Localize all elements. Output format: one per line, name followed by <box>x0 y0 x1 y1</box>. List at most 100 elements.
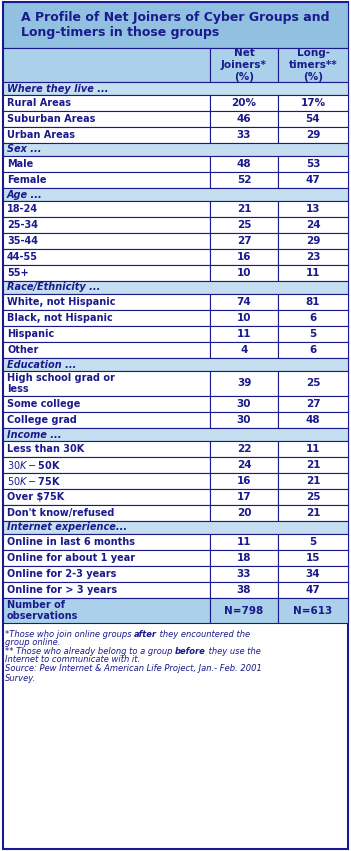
Text: 16: 16 <box>237 476 251 486</box>
Text: Hispanic: Hispanic <box>7 329 54 339</box>
Text: 74: 74 <box>237 297 251 307</box>
Text: 33: 33 <box>237 130 251 140</box>
Bar <box>210 457 278 473</box>
Bar <box>3 265 210 281</box>
Bar <box>3 566 210 582</box>
Text: 48: 48 <box>237 159 251 169</box>
Bar <box>278 473 348 489</box>
Text: 15: 15 <box>306 553 320 563</box>
Text: ** Those who already belong to a group: ** Those who already belong to a group <box>5 647 175 656</box>
Bar <box>210 489 278 505</box>
Bar <box>3 342 210 358</box>
Text: 25-34: 25-34 <box>7 220 38 230</box>
Text: 18: 18 <box>237 553 251 563</box>
Bar <box>3 95 210 111</box>
Bar <box>278 48 348 82</box>
Text: N=613: N=613 <box>293 606 333 615</box>
Bar <box>210 48 278 82</box>
Text: Source: Pew Internet & American Life Project, Jan.- Feb. 2001
Survey.: Source: Pew Internet & American Life Pro… <box>5 664 262 683</box>
Bar <box>278 156 348 172</box>
Text: 6: 6 <box>309 345 317 355</box>
Bar <box>278 249 348 265</box>
Text: 21: 21 <box>237 204 251 214</box>
Bar <box>3 582 210 598</box>
Bar <box>3 217 210 233</box>
Text: 22: 22 <box>237 444 251 454</box>
Text: 30: 30 <box>237 399 251 409</box>
Text: 44-55: 44-55 <box>7 252 38 262</box>
Bar <box>210 582 278 598</box>
Bar <box>3 127 210 143</box>
Bar <box>278 172 348 188</box>
Text: Income ...: Income ... <box>7 430 61 439</box>
Bar <box>3 82 348 95</box>
Bar <box>3 294 210 310</box>
Bar <box>278 310 348 326</box>
Bar <box>3 111 210 127</box>
Bar <box>3 489 210 505</box>
Text: 24: 24 <box>306 220 320 230</box>
Bar <box>210 249 278 265</box>
Text: 5: 5 <box>309 537 317 547</box>
Bar <box>210 172 278 188</box>
Text: 29: 29 <box>306 236 320 246</box>
Bar <box>278 412 348 428</box>
Text: 21: 21 <box>306 476 320 486</box>
Text: Sex ...: Sex ... <box>7 145 41 155</box>
Text: 34: 34 <box>306 569 320 579</box>
Text: 81: 81 <box>306 297 320 307</box>
Text: 27: 27 <box>306 399 320 409</box>
Text: N=798: N=798 <box>224 606 264 615</box>
Bar <box>278 441 348 457</box>
Text: group online.: group online. <box>5 638 60 647</box>
Bar <box>210 217 278 233</box>
Text: *Those who join online groups: *Those who join online groups <box>5 630 134 639</box>
Bar <box>278 265 348 281</box>
Bar <box>278 582 348 598</box>
Text: Long-
timers**
(%): Long- timers** (%) <box>289 49 337 82</box>
Text: before: before <box>175 647 206 656</box>
Bar <box>210 233 278 249</box>
Text: 38: 38 <box>237 585 251 595</box>
Bar <box>210 201 278 217</box>
Text: 47: 47 <box>306 585 320 595</box>
Bar <box>3 371 210 396</box>
Bar <box>278 566 348 582</box>
Text: 5: 5 <box>309 329 317 339</box>
Text: 6: 6 <box>309 313 317 323</box>
Bar <box>278 457 348 473</box>
Bar <box>3 473 210 489</box>
Bar <box>3 550 210 566</box>
Text: Some college: Some college <box>7 399 80 409</box>
Bar <box>3 428 348 441</box>
Bar <box>210 534 278 550</box>
Text: 25: 25 <box>306 492 320 502</box>
Text: 53: 53 <box>306 159 320 169</box>
Text: Suburban Areas: Suburban Areas <box>7 114 95 124</box>
Bar <box>3 281 348 294</box>
Bar <box>210 127 278 143</box>
Bar <box>3 172 210 188</box>
Text: Less than 30K: Less than 30K <box>7 444 84 454</box>
Text: Net
Joiners*
(%): Net Joiners* (%) <box>221 49 267 82</box>
Bar <box>3 505 210 521</box>
Text: 4: 4 <box>240 345 248 355</box>
Text: Online in last 6 months: Online in last 6 months <box>7 537 135 547</box>
Bar <box>210 326 278 342</box>
Text: 16: 16 <box>237 252 251 262</box>
Text: 10: 10 <box>237 268 251 278</box>
Text: 11: 11 <box>306 268 320 278</box>
Bar <box>3 326 210 342</box>
Text: 17%: 17% <box>300 98 326 108</box>
Bar <box>210 598 278 623</box>
Text: Age ...: Age ... <box>7 190 43 199</box>
Text: Online for > 3 years: Online for > 3 years <box>7 585 117 595</box>
Text: Urban Areas: Urban Areas <box>7 130 75 140</box>
Text: 20: 20 <box>237 508 251 518</box>
Bar <box>3 441 210 457</box>
Text: they encountered the: they encountered the <box>157 630 250 639</box>
Bar <box>278 201 348 217</box>
Text: 21: 21 <box>306 508 320 518</box>
Bar <box>3 249 210 265</box>
Bar <box>3 143 348 156</box>
